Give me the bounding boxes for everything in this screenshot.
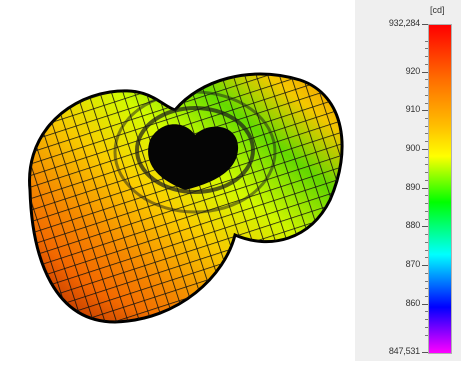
scale-tick-mark bbox=[422, 110, 428, 111]
surface-body bbox=[28, 72, 344, 324]
unit-label: [cd] bbox=[430, 5, 445, 15]
scale-minor-tick bbox=[425, 41, 428, 42]
scale-minor-tick bbox=[425, 211, 428, 212]
scale-minor-tick bbox=[425, 327, 428, 328]
scale-minor-tick bbox=[425, 95, 428, 96]
scale-minor-tick bbox=[425, 281, 428, 282]
scale-tick-mark bbox=[422, 24, 428, 25]
scale-tick-label: 870 bbox=[405, 259, 421, 269]
scale-minor-tick bbox=[425, 250, 428, 251]
scale-minor-tick bbox=[425, 234, 428, 235]
scale-minor-tick bbox=[425, 296, 428, 297]
scale-minor-tick bbox=[425, 87, 428, 88]
scale-minor-tick bbox=[425, 273, 428, 274]
color-scale-bar bbox=[428, 24, 452, 354]
scale-minor-tick bbox=[425, 288, 428, 289]
scale-tick-mark bbox=[422, 352, 428, 353]
scale-tick-mark bbox=[422, 265, 428, 266]
scale-minor-tick bbox=[425, 311, 428, 312]
scale-tick-mark bbox=[422, 304, 428, 305]
scale-tick-label: 932,284 bbox=[388, 18, 420, 28]
scale-tick-label: 880 bbox=[405, 220, 421, 230]
scale-minor-tick bbox=[425, 79, 428, 80]
scale-minor-tick bbox=[425, 242, 428, 243]
scale-tick-label: 847,531 bbox=[388, 346, 420, 356]
scale-minor-tick bbox=[425, 172, 428, 173]
scale-tick-label: 900 bbox=[405, 143, 421, 153]
scale-minor-tick bbox=[425, 48, 428, 49]
scale-minor-tick bbox=[425, 164, 428, 165]
scale-tick-label: 890 bbox=[405, 182, 421, 192]
intensity-surface[interactable] bbox=[0, 0, 355, 361]
scale-minor-tick bbox=[425, 141, 428, 142]
scale-minor-tick bbox=[425, 56, 428, 57]
scale-tick-label: 920 bbox=[405, 66, 421, 76]
scale-minor-tick bbox=[425, 118, 428, 119]
scale-tick-mark bbox=[422, 226, 428, 227]
scale-minor-tick bbox=[425, 257, 428, 258]
scale-minor-tick bbox=[425, 133, 428, 134]
scale-minor-tick bbox=[425, 64, 428, 65]
scale-minor-tick bbox=[425, 203, 428, 204]
scale-tick-mark bbox=[422, 188, 428, 189]
scale-minor-tick bbox=[425, 219, 428, 220]
scale-tick-mark bbox=[422, 72, 428, 73]
scale-tick-mark bbox=[422, 149, 428, 150]
scale-minor-tick bbox=[425, 335, 428, 336]
scale-minor-tick bbox=[425, 195, 428, 196]
plot-area bbox=[0, 0, 355, 361]
scale-minor-tick bbox=[425, 103, 428, 104]
scale-minor-tick bbox=[425, 319, 428, 320]
scale-tick-label: 910 bbox=[405, 104, 421, 114]
scale-minor-tick bbox=[425, 180, 428, 181]
scale-minor-tick bbox=[425, 157, 428, 158]
scale-tick-label: 860 bbox=[405, 298, 421, 308]
scale-minor-tick bbox=[425, 126, 428, 127]
